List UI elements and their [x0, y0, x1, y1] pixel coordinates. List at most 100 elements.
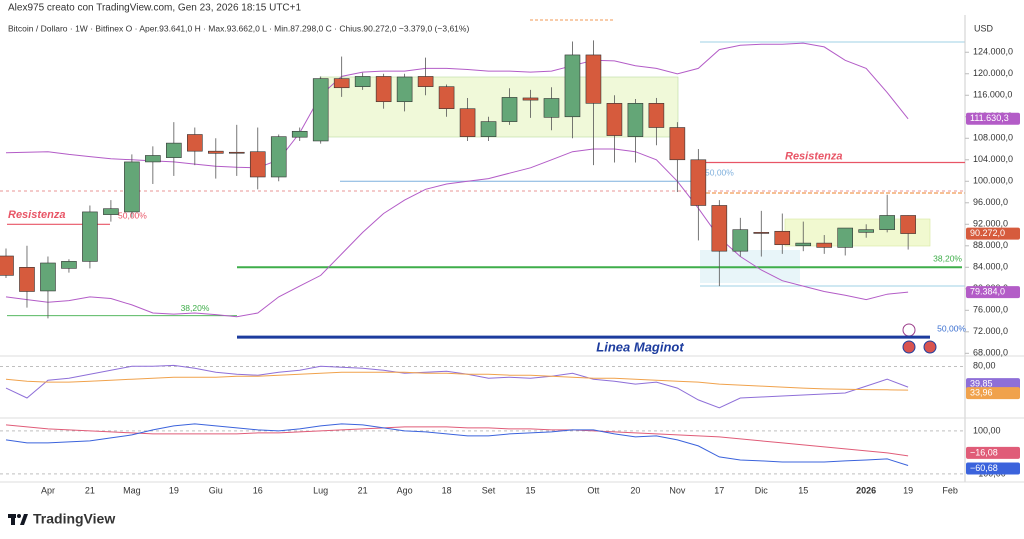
level-label: 50,00%	[705, 168, 734, 178]
y-tick-label: 108.000,0	[973, 133, 1013, 143]
candle-body	[459, 108, 476, 137]
candle-body	[270, 136, 287, 178]
price-label: 90.272,0	[970, 228, 1005, 238]
level-label: Linea Maginot	[596, 340, 684, 355]
indicator-line	[5, 423, 909, 466]
y-tick-label: 92.000,0	[973, 219, 1008, 229]
price-label: 79.384,0	[970, 286, 1005, 296]
candle-body	[669, 127, 686, 161]
x-tick-label: Feb	[942, 485, 958, 495]
indicator-line	[5, 371, 909, 391]
x-tick-label: Nov	[669, 485, 686, 495]
value-label-bg	[966, 378, 1020, 391]
event-icon	[923, 340, 937, 354]
candle-body	[543, 98, 560, 118]
candle-body	[564, 54, 581, 118]
x-tick-label: 18	[442, 485, 452, 495]
x-tick-label: 15	[798, 485, 808, 495]
x-tick-label: Ago	[397, 485, 413, 495]
currency: USD	[974, 23, 994, 33]
y-tick-label: 100.000,0	[973, 176, 1013, 186]
level-label: 38,20%	[181, 303, 210, 313]
candle-body	[816, 242, 833, 248]
candle-body	[249, 151, 266, 178]
annotation: 50,00%	[118, 210, 147, 220]
x-tick-label: 19	[169, 485, 179, 495]
candle-body	[438, 86, 455, 110]
y-tick-label: 68.000,0	[973, 348, 1008, 358]
candle-body	[501, 97, 518, 122]
price-label-bg	[966, 227, 1020, 240]
candle-body	[648, 103, 665, 128]
candle-body	[837, 227, 854, 248]
candle-body	[40, 262, 56, 292]
value-label: −60,68	[970, 463, 998, 473]
x-tick-label: 19	[903, 485, 913, 495]
candle-body	[375, 76, 392, 103]
candle-body	[166, 142, 182, 158]
x-tick-label: 2026	[856, 485, 876, 495]
candle-body	[0, 255, 14, 276]
y-tick-label: 80,00	[973, 361, 996, 371]
level-label: Resistenza	[785, 150, 842, 162]
candle-body	[228, 151, 245, 154]
range-box	[319, 76, 679, 138]
candle-body	[145, 155, 161, 163]
x-tick-label: 15	[525, 485, 535, 495]
annotation: 50,00%	[937, 323, 966, 333]
candle-body	[61, 261, 77, 269]
candle-body	[753, 232, 770, 234]
candle-body	[879, 215, 895, 230]
band-line	[5, 148, 909, 318]
candle-body	[711, 205, 728, 252]
y-tick-label: 100,00	[973, 425, 1001, 435]
candle-body	[795, 242, 812, 247]
x-tick-label: Apr	[41, 485, 55, 495]
y-tick-label: 72.000,0	[973, 326, 1008, 336]
price-label: 111.630,3	[970, 113, 1009, 123]
x-tick-label: Lug	[313, 485, 328, 495]
candle-body	[627, 103, 644, 137]
candle-body	[900, 215, 916, 234]
price-label-bg	[966, 286, 1020, 299]
candle-body	[187, 134, 203, 152]
chart-title: Bitcoin / Dollaro · 1W · Bitfinex O · Ap…	[8, 23, 469, 33]
candle-body	[291, 130, 308, 138]
candle-body	[690, 159, 707, 206]
y-tick-label: 84.000,0	[973, 262, 1008, 272]
x-tick-label: Ott	[587, 485, 600, 495]
candle-body	[606, 103, 623, 136]
x-tick-label: Giu	[209, 485, 223, 495]
logo	[8, 514, 28, 525]
y-tick-label: 120.000,0	[973, 68, 1013, 78]
x-tick-label: Set	[482, 485, 496, 495]
candle-body	[417, 76, 434, 87]
x-tick-label: 16	[253, 485, 263, 495]
candle-body	[522, 97, 539, 101]
header: Alex975 creato con TradingView.com, Gen …	[8, 3, 301, 14]
x-tick-label: Dic	[755, 485, 768, 495]
candle-body	[82, 211, 98, 262]
event-icon	[902, 340, 916, 354]
x-tick-label: 17	[714, 485, 724, 495]
indicator-line	[5, 364, 909, 409]
value-label-bg	[966, 387, 1020, 400]
candle-body	[103, 208, 119, 215]
indicator-line	[5, 424, 909, 457]
y-tick-label: 88.000,0	[973, 240, 1008, 250]
y-tick-label: 124.000,0	[973, 47, 1013, 57]
candle-body	[19, 266, 35, 292]
value-label: −16,08	[970, 447, 998, 457]
candle-body	[585, 54, 602, 104]
candle-body	[774, 230, 791, 246]
level-label: Resistenza	[8, 209, 65, 221]
candle-body	[208, 150, 224, 154]
candle-body	[396, 76, 413, 103]
candle-body	[858, 229, 874, 233]
x-tick-label: 21	[85, 485, 95, 495]
price-label-bg	[966, 112, 1020, 125]
y-tick-label: 96.000,0	[973, 197, 1008, 207]
value-label: 33,96	[970, 387, 993, 397]
footer-brand: TradingView	[33, 511, 115, 527]
